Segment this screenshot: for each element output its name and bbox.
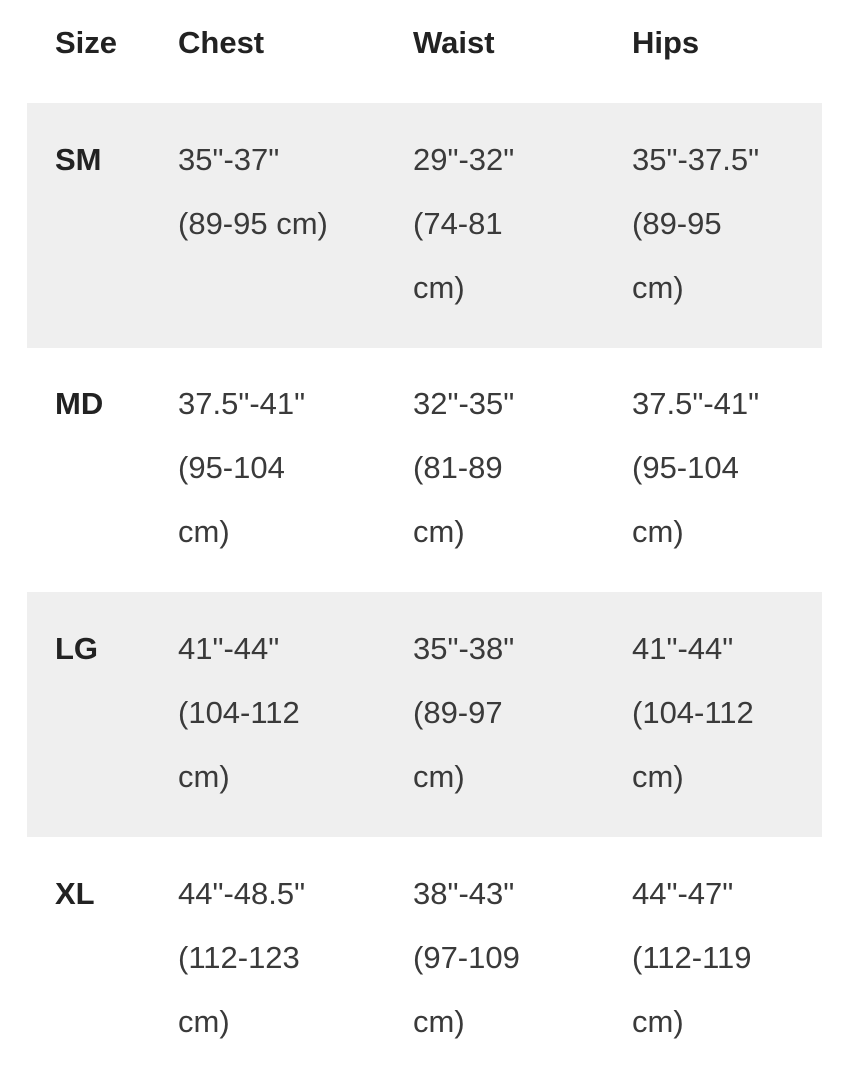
measurement: cm)	[632, 759, 684, 794]
size-label: LG	[55, 631, 99, 666]
column-header: Hips	[632, 25, 700, 60]
measurement: 37.5"-41"	[632, 386, 760, 421]
measurement: 32"-35"	[413, 386, 515, 421]
measurement: (95-104	[178, 450, 285, 485]
size-label: SM	[55, 142, 102, 177]
row-background	[27, 592, 822, 837]
measurement: 44"-48.5"	[178, 876, 306, 911]
measurement: cm)	[632, 514, 684, 549]
measurement: (81-89	[413, 450, 503, 485]
measurement: (89-97	[413, 695, 503, 730]
measurement: 35"-38"	[413, 631, 515, 666]
measurement: 35"-37.5"	[632, 142, 760, 177]
column-header: Chest	[178, 25, 265, 60]
measurement: cm)	[632, 270, 684, 305]
column-header: Size	[55, 25, 118, 60]
measurement: cm)	[178, 514, 230, 549]
size-label: XL	[55, 876, 95, 911]
measurement: (89-95 cm)	[178, 206, 328, 241]
measurement: 35"-37"	[178, 142, 280, 177]
measurement: cm)	[178, 1004, 230, 1039]
measurement: (74-81	[413, 206, 503, 241]
measurement: cm)	[178, 759, 230, 794]
measurement: (104-112	[632, 695, 754, 730]
measurement: (112-123	[178, 940, 300, 975]
measurement: (97-109	[413, 940, 520, 975]
measurement: (112-119	[632, 940, 752, 975]
measurement: (89-95	[632, 206, 722, 241]
measurement: 37.5"-41"	[178, 386, 306, 421]
measurement: 41"-44"	[632, 631, 734, 666]
measurement: cm)	[413, 514, 465, 549]
measurement: cm)	[413, 270, 465, 305]
measurement: cm)	[413, 759, 465, 794]
measurement: 29"-32"	[413, 142, 515, 177]
column-header: Waist	[413, 25, 495, 60]
measurement: (95-104	[632, 450, 739, 485]
measurement: 38"-43"	[413, 876, 515, 911]
measurement: 44"-47"	[632, 876, 734, 911]
measurement: cm)	[632, 1004, 684, 1039]
measurement: cm)	[413, 1004, 465, 1039]
size-label: MD	[55, 386, 104, 421]
measurement: (104-112	[178, 695, 300, 730]
row-background	[27, 103, 822, 348]
measurement: 41"-44"	[178, 631, 280, 666]
